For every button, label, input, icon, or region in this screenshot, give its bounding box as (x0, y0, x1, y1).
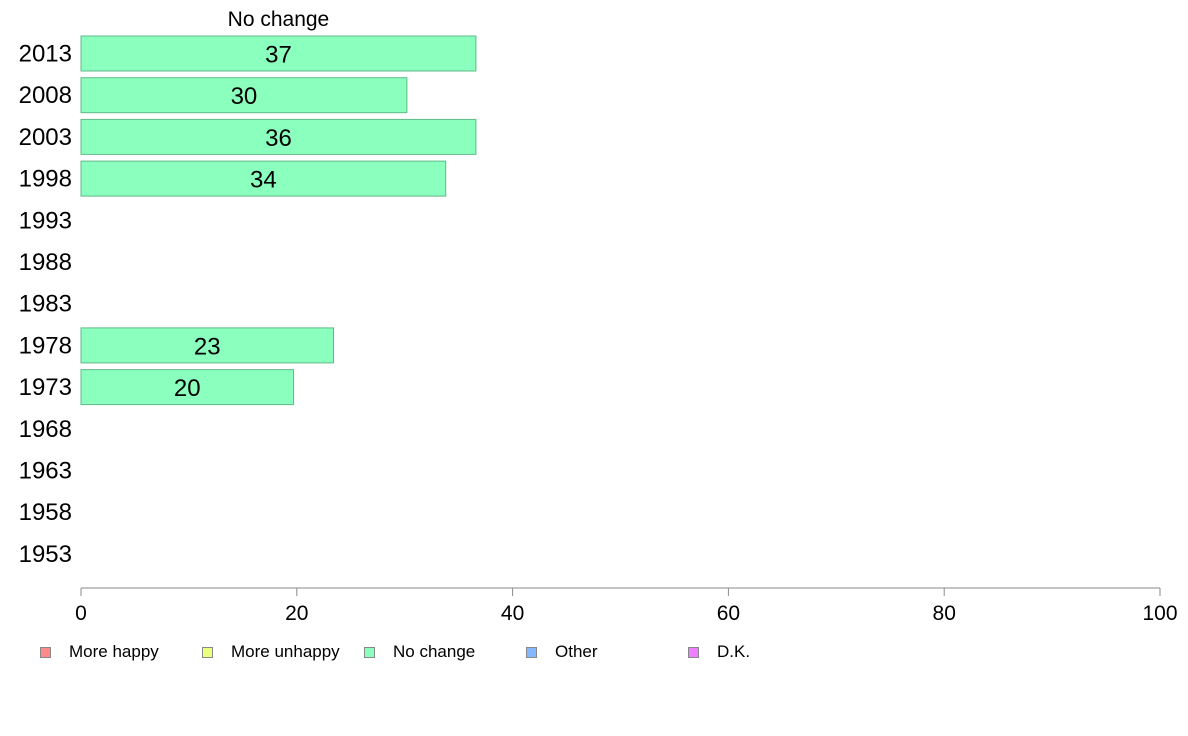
category-label: 1983 (19, 291, 72, 318)
data-label: 36 (265, 125, 292, 152)
x-tick-label: 80 (933, 602, 956, 625)
series-title: No change (228, 8, 330, 31)
data-label: 34 (250, 167, 277, 194)
bar (80, 35, 477, 72)
category-label: 1958 (19, 499, 72, 526)
legend-label: Other (555, 642, 598, 661)
category-label: 2003 (19, 124, 72, 151)
x-tick-label: 20 (285, 602, 308, 625)
legend-swatch-other (526, 646, 537, 658)
bar (80, 327, 334, 364)
legend-label: More unhappy (231, 642, 340, 661)
x-tick-label: 60 (717, 602, 740, 625)
legend-label: D.K. (717, 642, 751, 661)
legend-item-more-happy: More happy (40, 641, 159, 663)
category-label: 1993 (19, 207, 72, 234)
bar (80, 77, 408, 114)
data-label: 23 (194, 333, 221, 360)
legend-swatch-dk (688, 646, 699, 658)
legend-swatch-more-unhappy (202, 646, 213, 658)
data-label: 30 (231, 83, 258, 110)
x-tick-label: 40 (501, 602, 524, 625)
bar (80, 118, 477, 155)
category-label: 1973 (19, 374, 72, 401)
category-label: 2013 (19, 41, 72, 68)
legend-label: More happy (69, 642, 159, 661)
category-label: 1998 (19, 166, 72, 193)
category-label: 1978 (19, 332, 72, 359)
legend-label: No change (393, 642, 476, 661)
category-label: 1968 (19, 416, 72, 443)
data-label: 37 (265, 42, 292, 69)
category-label: 2008 (19, 82, 72, 109)
legend-item-dk: D.K. (688, 641, 750, 663)
legend-item-other: Other (526, 641, 598, 663)
x-tick-label: 0 (75, 602, 87, 625)
legend-item-no-change: No change (364, 641, 475, 663)
data-label: 20 (174, 375, 201, 402)
bar (80, 369, 295, 406)
x-tick-label: 100 (1142, 602, 1177, 625)
legend-swatch-more-happy (40, 646, 51, 658)
legend-item-more-unhappy: More unhappy (202, 641, 340, 663)
category-label: 1953 (19, 541, 72, 568)
bar (80, 160, 447, 197)
category-label: 1988 (19, 249, 72, 276)
legend: More happy More unhappy No change Other … (40, 641, 800, 663)
category-label: 1963 (19, 458, 72, 485)
legend-swatch-no-change (364, 646, 375, 658)
